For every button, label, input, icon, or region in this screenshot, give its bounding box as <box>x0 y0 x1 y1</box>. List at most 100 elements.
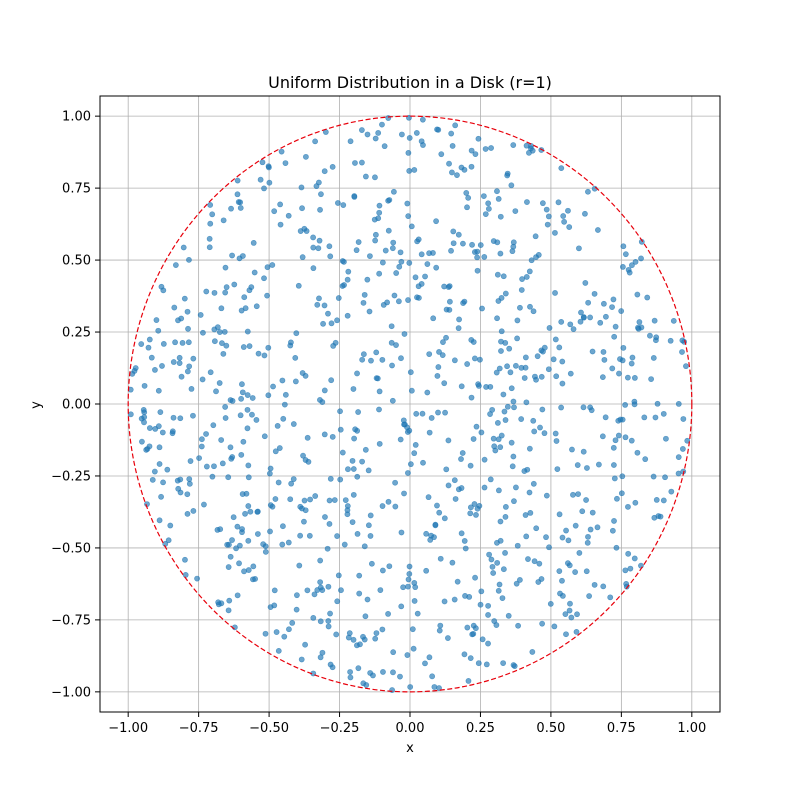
scatter-point <box>364 276 371 283</box>
scatter-point <box>228 455 235 462</box>
scatter-point <box>246 343 253 350</box>
scatter-point <box>146 425 153 431</box>
scatter-point <box>261 185 267 192</box>
scatter-point <box>529 649 536 655</box>
scatter-point <box>479 636 486 643</box>
x-tick-label: −0.50 <box>249 721 289 736</box>
scatter-point <box>436 509 443 516</box>
scatter-point <box>405 213 412 220</box>
scatter-point <box>365 522 372 529</box>
scatter-point <box>155 387 162 394</box>
scatter-point <box>226 541 232 548</box>
scatter-point <box>585 533 591 540</box>
scatter-point <box>367 512 374 519</box>
scatter-point <box>328 377 335 384</box>
scatter-point <box>207 369 214 376</box>
scatter-point <box>627 565 634 572</box>
scatter-point <box>398 131 405 138</box>
scatter-point <box>299 254 306 261</box>
scatter-point <box>182 572 189 578</box>
scatter-point <box>461 651 468 658</box>
scatter-point <box>468 163 475 170</box>
scatter-point <box>534 353 541 360</box>
scatter-point <box>602 414 609 421</box>
scatter-point <box>622 401 629 408</box>
scatter-point <box>379 121 385 128</box>
scatter-point <box>286 626 292 633</box>
scatter-point <box>506 345 513 352</box>
scatter-point <box>211 338 218 345</box>
scatter-point <box>570 326 577 333</box>
scatter-point <box>313 183 320 190</box>
scatter-point <box>234 191 241 198</box>
scatter-point <box>565 207 571 214</box>
scatter-point <box>468 394 475 401</box>
scatter-point <box>266 179 273 186</box>
scatter-point <box>538 576 545 582</box>
scatter-point <box>552 229 558 236</box>
scatter-point <box>523 399 530 406</box>
scatter-point <box>222 289 229 296</box>
scatter-point <box>446 306 453 313</box>
scatter-point <box>385 115 392 121</box>
scatter-point <box>295 282 302 289</box>
scatter-point <box>567 600 573 607</box>
scatter-point <box>239 491 246 497</box>
scatter-point <box>367 253 373 260</box>
scatter-point <box>405 576 412 583</box>
scatter-point <box>419 116 426 123</box>
scatter-point <box>443 334 449 341</box>
scatter-point <box>559 380 566 387</box>
scatter-point <box>514 335 520 342</box>
scatter-point <box>502 417 509 423</box>
scatter-point <box>389 362 395 369</box>
scatter-point <box>654 400 661 407</box>
scatter-point <box>288 480 295 487</box>
scatter-point <box>540 348 546 355</box>
scatter-point <box>522 354 529 361</box>
scatter-point <box>514 317 521 324</box>
scatter-point <box>497 518 504 525</box>
scatter-point <box>282 391 289 398</box>
x-tick-label: −1.00 <box>108 721 148 736</box>
scatter-point <box>397 673 403 680</box>
scatter-point <box>385 611 391 617</box>
scatter-point <box>231 281 238 288</box>
scatter-point <box>225 474 232 481</box>
scatter-point <box>499 595 506 602</box>
scatter-point <box>445 482 452 489</box>
scatter-point <box>376 440 383 447</box>
scatter-point <box>396 263 403 270</box>
scatter-point <box>339 449 346 456</box>
scatter-point <box>294 592 300 599</box>
scatter-point <box>141 382 148 389</box>
scatter-point <box>631 555 638 562</box>
scatter-point <box>314 587 321 593</box>
scatter-point <box>318 191 324 198</box>
scatter-point <box>408 223 415 230</box>
scatter-point <box>300 452 306 459</box>
scatter-point <box>141 414 148 421</box>
scatter-point <box>223 342 230 349</box>
scatter-point <box>580 448 587 455</box>
scatter-point <box>435 409 441 416</box>
scatter-point <box>184 491 191 498</box>
scatter-point <box>310 244 317 251</box>
scatter-point <box>200 329 206 336</box>
scatter-point <box>292 354 299 361</box>
scatter-point <box>436 349 442 355</box>
scatter-point <box>535 251 542 258</box>
scatter-point <box>614 495 620 502</box>
scatter-point <box>141 419 147 426</box>
scatter-point <box>570 491 576 498</box>
scatter-point <box>462 545 469 552</box>
scatter-point <box>245 474 252 481</box>
scatter-point <box>493 622 500 628</box>
scatter-point <box>586 593 593 599</box>
scatter-point <box>495 487 502 494</box>
scatter-point <box>675 400 682 407</box>
scatter-point <box>280 523 286 530</box>
scatter-point <box>530 480 537 487</box>
scatter-point <box>254 531 261 537</box>
